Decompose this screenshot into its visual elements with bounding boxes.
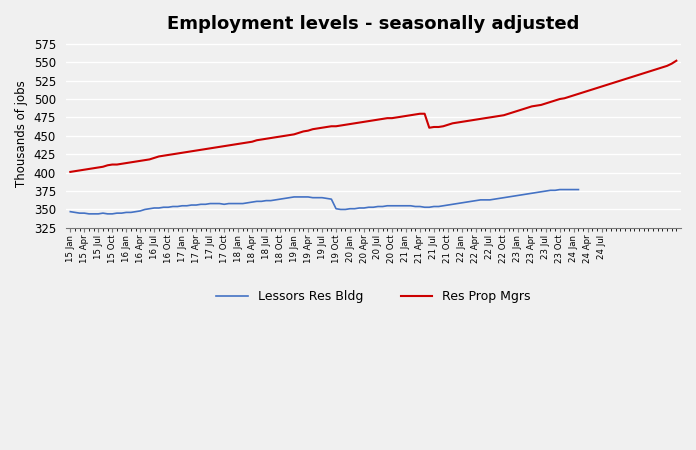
Line: Lessors Res Bldg: Lessors Res Bldg xyxy=(70,189,578,214)
Lessors Res Bldg xyxy=(304,194,313,200)
Lessors Res Bldg xyxy=(555,187,564,192)
Legend: Lessors Res Bldg, Res Prop Mgrs: Lessors Res Bldg, Res Prop Mgrs xyxy=(212,285,535,308)
Res Prop Mgrs xyxy=(444,122,452,127)
Lessors Res Bldg xyxy=(220,202,228,207)
Lessors Res Bldg xyxy=(546,188,555,193)
Line: Res Prop Mgrs: Res Prop Mgrs xyxy=(70,61,677,172)
Lessors Res Bldg xyxy=(574,187,583,192)
Lessors Res Bldg xyxy=(318,195,326,200)
Res Prop Mgrs xyxy=(672,58,681,63)
Res Prop Mgrs xyxy=(90,166,98,171)
Res Prop Mgrs xyxy=(173,151,182,156)
Title: Employment levels - seasonally adjusted: Employment levels - seasonally adjusted xyxy=(167,15,580,33)
Res Prop Mgrs xyxy=(514,108,522,113)
Res Prop Mgrs xyxy=(411,112,420,117)
Lessors Res Bldg xyxy=(429,204,438,209)
Lessors Res Bldg xyxy=(569,187,578,192)
Lessors Res Bldg xyxy=(66,209,74,214)
Y-axis label: Thousands of jobs: Thousands of jobs xyxy=(15,81,28,187)
Lessors Res Bldg xyxy=(85,211,93,216)
Res Prop Mgrs xyxy=(537,102,546,108)
Res Prop Mgrs xyxy=(66,169,74,175)
